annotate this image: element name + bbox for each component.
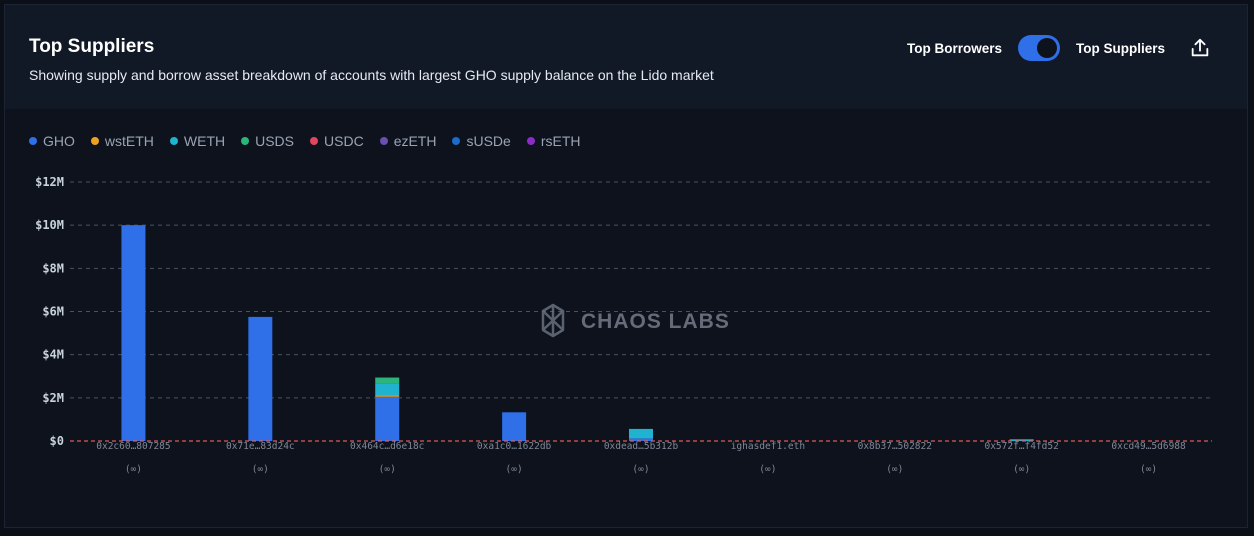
- toggle-label-top-suppliers[interactable]: Top Suppliers: [1075, 40, 1165, 56]
- bar-gho[interactable]: [121, 225, 146, 441]
- y-tick-label: $10M: [35, 218, 64, 232]
- legend-dot: [29, 137, 37, 145]
- chart-title: Top Suppliers: [29, 36, 155, 57]
- y-tick-label: $12M: [35, 175, 64, 189]
- legend-label: USDC: [324, 133, 364, 149]
- bar-weth[interactable]: [1009, 439, 1034, 441]
- x-tick-label: 0x572f…f4fd52: [984, 441, 1058, 452]
- x-tick-sublabel: (∞): [632, 464, 649, 475]
- legend-dot: [452, 137, 461, 145]
- toggle-knob: [1036, 38, 1057, 58]
- chaos-labs-logo-icon: [541, 303, 565, 338]
- y-tick-label: $8M: [42, 261, 64, 275]
- bar-gho[interactable]: [502, 412, 527, 441]
- bar-usds[interactable]: [375, 377, 400, 384]
- chart-subtitle: Showing supply and borrow asset breakdow…: [29, 67, 714, 83]
- share-upload-icon[interactable]: [1189, 37, 1211, 59]
- bar-gho[interactable]: [248, 316, 273, 441]
- x-tick-label: 0xcd49…5d6988: [1111, 441, 1186, 452]
- legend-label: ezETH: [393, 133, 437, 149]
- legend-dot: [241, 137, 250, 145]
- x-tick-label: 0xdead…5b312b: [604, 441, 679, 452]
- legend-item-usdc[interactable]: USDC: [310, 133, 364, 149]
- legend-item-ezeth[interactable]: ezETH: [379, 133, 437, 149]
- legend-dot: [310, 137, 319, 145]
- bar-weth[interactable]: [375, 383, 400, 396]
- y-tick-label: $6M: [42, 305, 64, 319]
- x-tick-label: 0xa1c0…1622db: [477, 441, 552, 452]
- view-toggle-switch[interactable]: [1017, 35, 1060, 61]
- watermark-text: CHAOS LABS: [581, 310, 730, 333]
- x-tick-label: 0x2c60…807285: [96, 441, 170, 452]
- legend-label: GHO: [43, 133, 75, 149]
- y-tick-label: $2M: [42, 391, 64, 405]
- bar-gho[interactable]: [375, 396, 400, 441]
- legend-label: USDS: [255, 133, 295, 149]
- x-tick-sublabel: (∞): [379, 464, 396, 475]
- toggle-label-top-borrowers[interactable]: Top Borrowers: [906, 40, 1002, 56]
- x-tick-label: ighasdef1.eth: [731, 441, 805, 452]
- legend-label: wstETH: [104, 133, 154, 149]
- chaos-labs-watermark: CHAOS LABS: [541, 303, 730, 338]
- x-tick-sublabel: (∞): [1140, 464, 1157, 475]
- legend-dot: [90, 137, 99, 145]
- y-tick-label: $0: [50, 434, 64, 448]
- x-tick-label: 0x464c…d6e18c: [350, 441, 424, 452]
- legend-item-usds[interactable]: USDS: [241, 133, 294, 149]
- x-tick-sublabel: (∞): [252, 464, 269, 475]
- legend-item-gho[interactable]: GHO: [29, 133, 75, 149]
- bar-wsteth[interactable]: [375, 395, 400, 397]
- legend-item-rseth[interactable]: rsETH: [526, 133, 581, 149]
- legend-dot: [379, 137, 388, 145]
- bar-weth[interactable]: [629, 428, 653, 439]
- x-tick-sublabel: (∞): [759, 464, 776, 475]
- legend-item-susde[interactable]: sUSDe: [452, 133, 511, 149]
- legend-dot: [526, 137, 535, 145]
- legend-item-wsteth[interactable]: wstETH: [90, 133, 154, 149]
- legend-dot: [169, 137, 178, 145]
- card-header: Top Suppliers Showing supply and borrow …: [5, 5, 1247, 109]
- y-tick-label: $4M: [42, 348, 64, 362]
- x-tick-sublabel: (∞): [886, 464, 903, 475]
- x-tick-sublabel: (∞): [1013, 464, 1030, 475]
- legend-item-weth[interactable]: WETH: [169, 133, 226, 149]
- x-tick-label: 0x71e…83d24c: [226, 441, 295, 452]
- x-tick-sublabel: (∞): [506, 464, 523, 475]
- x-tick-label: 0x8b37…502822: [858, 441, 932, 452]
- x-tick-sublabel: (∞): [125, 464, 142, 475]
- legend-label: sUSDe: [466, 133, 511, 149]
- legend-label: WETH: [183, 133, 226, 149]
- legend-label: rsETH: [540, 133, 581, 149]
- chart-legend: GHO wstETH WETH USDS USDC ezETH sUSDe rsETH: [29, 133, 581, 149]
- bar-gho[interactable]: [629, 438, 653, 441]
- view-toggle-group: Top Borrowers Top Suppliers: [907, 33, 1211, 63]
